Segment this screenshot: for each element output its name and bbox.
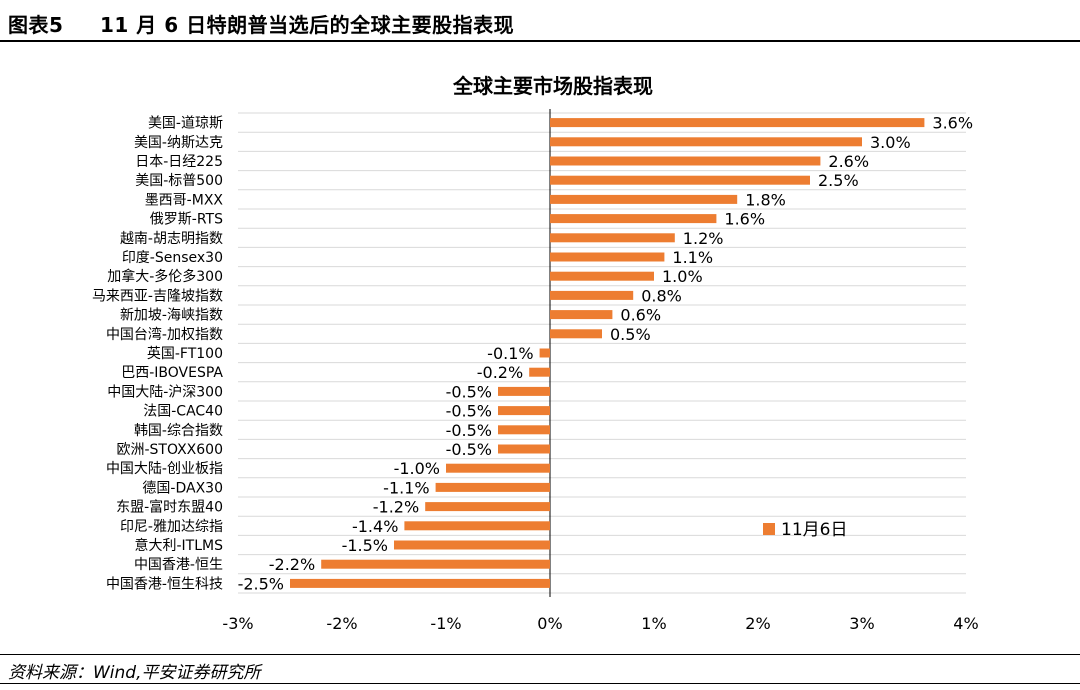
- value-labels: 3.6% 3.0%2.6%2.5% 1.8%1.6%1.2%1.1%1.0%0.8%…: [238, 114, 973, 594]
- x-axis-ticks: -3% -2% -1% 0% 1% 2% 3% 4%: [222, 614, 978, 630]
- chart-title: 全球主要市场股指表现: [452, 74, 653, 98]
- value-label: 3.6%: [932, 114, 973, 133]
- figure-footer: 资料来源：Wind,平安证券研究所: [0, 654, 1080, 684]
- value-label: 1.0%: [662, 267, 703, 286]
- legend-label: 11月6日: [781, 520, 847, 540]
- category-label: 越南-胡志明指数: [120, 231, 223, 247]
- value-label: -0.2%: [477, 363, 523, 382]
- category-label: 东盟-富时东盟40: [116, 499, 223, 516]
- category-label: 中国香港-恒生: [134, 557, 223, 573]
- bar: [321, 559, 550, 569]
- value-label: -1.1%: [383, 478, 429, 497]
- value-label: 2.6%: [828, 152, 869, 171]
- bar: [539, 348, 550, 358]
- category-label: 美国-纳斯达克: [134, 135, 223, 151]
- category-label: 英国-FT100: [147, 345, 223, 362]
- bar: [446, 463, 550, 473]
- figure-label: 图表5: [8, 13, 64, 37]
- category-label: 中国大陆-创业板指: [106, 461, 223, 477]
- category-label: 德国-DAX30: [142, 480, 223, 496]
- value-label: -0.5%: [446, 382, 492, 401]
- value-label: 1.1%: [672, 248, 713, 267]
- bar: [498, 425, 550, 435]
- bar: [550, 329, 602, 339]
- x-tick-label: -1%: [430, 614, 461, 630]
- value-label: 0.5%: [610, 325, 651, 344]
- bar: [550, 271, 654, 281]
- x-tick-label: 3%: [849, 614, 874, 630]
- bar: [550, 252, 665, 262]
- category-label: 俄罗斯-RTS: [150, 212, 223, 228]
- bar: [550, 156, 821, 166]
- value-label: 2.5%: [818, 171, 859, 190]
- bar: [550, 118, 925, 128]
- x-tick-label: -3%: [222, 614, 253, 630]
- category-label: 印尼-雅加达综指: [120, 519, 223, 535]
- category-label: 法国-CAC40: [143, 404, 223, 420]
- bar: [404, 521, 550, 531]
- bar: [550, 175, 810, 185]
- figure-title: 11 月 6 日特朗普当选后的全球主要股指表现: [100, 13, 515, 37]
- x-tick-label: 1%: [641, 614, 666, 630]
- value-label: 0.6%: [620, 306, 661, 325]
- category-label: 加拿大-多伦多300: [107, 268, 223, 285]
- bar: [498, 406, 550, 416]
- bar: [290, 578, 550, 588]
- category-label: 新加坡-海峡指数: [120, 308, 223, 324]
- category-label: 中国台湾-加权指数: [106, 326, 223, 343]
- value-label: -0.1%: [487, 344, 533, 363]
- bar: [550, 310, 613, 320]
- bar: [529, 367, 550, 377]
- legend-swatch: [763, 523, 775, 535]
- value-label: -1.0%: [394, 459, 440, 478]
- legend: 11月6日: [763, 520, 847, 540]
- value-label: -0.5%: [446, 402, 492, 421]
- bar: [498, 444, 550, 454]
- category-label: 中国香港-恒生科技: [106, 576, 223, 592]
- value-label: 3.0%: [870, 133, 911, 152]
- value-label: 1.6%: [724, 210, 765, 229]
- bar: [498, 386, 550, 396]
- category-label: 马来西亚-吉隆坡指数: [92, 288, 223, 304]
- category-label: 美国-标普500: [135, 173, 223, 189]
- figure-source: 资料来源：Wind,平安证券研究所: [8, 663, 261, 683]
- bar: [550, 137, 862, 147]
- x-tick-label: 4%: [953, 614, 978, 630]
- bar: [435, 482, 550, 492]
- category-label: 美国-道琼斯: [148, 116, 223, 132]
- value-label: -2.5%: [238, 574, 284, 593]
- value-label: -0.5%: [446, 421, 492, 440]
- x-tick-label: 0%: [537, 614, 562, 630]
- category-label: 印度-Sensex30: [122, 250, 223, 266]
- value-label: -0.5%: [446, 440, 492, 459]
- category-label: 意大利-ITLMS: [135, 537, 224, 554]
- bar: [550, 290, 634, 300]
- category-label: 中国大陆-沪深300: [107, 384, 223, 400]
- value-label: -1.2%: [373, 498, 419, 517]
- category-label: 欧洲-STOXX600: [116, 442, 223, 458]
- category-label: 巴西-IBOVESPA: [121, 365, 223, 381]
- grid-lines: [238, 109, 966, 597]
- category-label: 日本-日经225: [135, 154, 223, 170]
- category-label: 墨西哥-MXX: [145, 192, 224, 208]
- category-label: 韩国-综合指数: [134, 423, 223, 439]
- bar: [550, 214, 717, 224]
- value-label: -1.4%: [352, 517, 398, 536]
- bar: [550, 233, 675, 243]
- bar: [425, 502, 550, 512]
- bars: [290, 118, 925, 588]
- value-label: 1.8%: [745, 190, 786, 209]
- bar: [550, 194, 738, 204]
- value-label: 1.2%: [683, 229, 724, 248]
- value-label: -2.2%: [269, 555, 315, 574]
- bar: [394, 540, 550, 550]
- x-tick-label: 2%: [745, 614, 770, 630]
- figure-header: 图表5 11 月 6 日特朗普当选后的全球主要股指表现: [0, 0, 1080, 42]
- x-tick-label: -2%: [326, 614, 357, 630]
- value-label: 0.8%: [641, 286, 682, 305]
- value-label: -1.5%: [342, 536, 388, 555]
